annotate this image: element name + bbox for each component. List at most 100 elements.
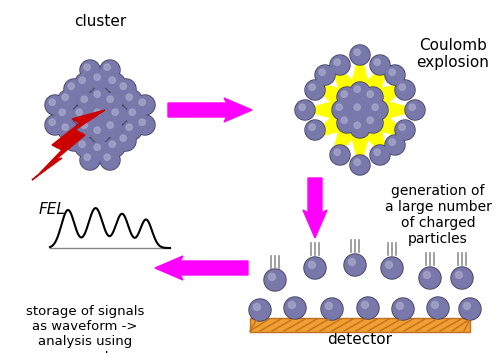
Text: storage of signals
as waveform ->
analysis using
a computer: storage of signals as waveform -> analys… — [26, 305, 144, 353]
Circle shape — [309, 84, 316, 90]
Circle shape — [81, 122, 87, 128]
Circle shape — [395, 120, 415, 140]
Circle shape — [94, 109, 100, 115]
FancyArrow shape — [168, 98, 252, 122]
Circle shape — [451, 267, 473, 289]
Circle shape — [354, 49, 360, 55]
Circle shape — [101, 151, 119, 169]
Circle shape — [371, 56, 389, 74]
Circle shape — [117, 80, 135, 98]
Circle shape — [396, 121, 414, 139]
Circle shape — [104, 93, 122, 111]
Circle shape — [305, 120, 325, 140]
Circle shape — [420, 268, 440, 288]
Circle shape — [91, 71, 109, 89]
Circle shape — [364, 114, 382, 132]
Circle shape — [284, 297, 306, 319]
Circle shape — [62, 94, 68, 100]
Circle shape — [332, 100, 352, 120]
Circle shape — [105, 137, 125, 157]
Circle shape — [371, 146, 389, 164]
Circle shape — [334, 59, 340, 65]
Circle shape — [139, 99, 145, 106]
Circle shape — [306, 121, 324, 139]
Circle shape — [367, 117, 374, 124]
Circle shape — [309, 124, 316, 130]
Circle shape — [90, 87, 110, 107]
Circle shape — [79, 77, 86, 83]
Circle shape — [45, 95, 65, 115]
Circle shape — [399, 84, 406, 90]
Circle shape — [135, 95, 155, 115]
Circle shape — [126, 124, 132, 130]
Circle shape — [116, 79, 136, 99]
Circle shape — [55, 105, 75, 125]
Polygon shape — [32, 110, 105, 180]
Circle shape — [381, 257, 403, 279]
Circle shape — [116, 131, 136, 151]
Circle shape — [106, 138, 124, 156]
Circle shape — [59, 109, 66, 115]
Circle shape — [107, 122, 114, 128]
Circle shape — [94, 91, 100, 97]
Circle shape — [125, 105, 145, 125]
Circle shape — [350, 155, 370, 175]
Circle shape — [337, 87, 357, 107]
Circle shape — [75, 137, 95, 157]
Circle shape — [333, 101, 351, 119]
Circle shape — [350, 82, 370, 102]
Circle shape — [464, 303, 470, 310]
Circle shape — [90, 123, 110, 143]
Circle shape — [91, 124, 109, 142]
Circle shape — [109, 106, 127, 124]
Circle shape — [367, 91, 374, 97]
Circle shape — [81, 151, 99, 169]
Circle shape — [316, 66, 334, 84]
Circle shape — [105, 73, 125, 93]
Circle shape — [100, 150, 120, 170]
Circle shape — [348, 258, 356, 265]
Circle shape — [363, 87, 383, 107]
Circle shape — [126, 106, 144, 124]
Circle shape — [459, 298, 481, 320]
Circle shape — [123, 121, 141, 139]
Circle shape — [76, 74, 94, 92]
Circle shape — [331, 56, 349, 74]
Circle shape — [72, 105, 92, 125]
Circle shape — [428, 298, 448, 318]
Circle shape — [78, 119, 96, 137]
Circle shape — [56, 106, 74, 124]
Circle shape — [405, 100, 425, 120]
Circle shape — [58, 120, 78, 140]
Text: detector: detector — [328, 333, 392, 347]
Circle shape — [94, 144, 100, 150]
Text: cluster: cluster — [74, 14, 126, 30]
Circle shape — [319, 69, 326, 76]
Circle shape — [295, 100, 315, 120]
Circle shape — [351, 156, 369, 174]
Circle shape — [374, 149, 380, 155]
Circle shape — [122, 90, 142, 110]
Circle shape — [351, 46, 369, 64]
Circle shape — [337, 113, 357, 133]
Circle shape — [368, 100, 388, 120]
Circle shape — [341, 117, 347, 124]
FancyArrow shape — [155, 256, 248, 280]
Circle shape — [345, 255, 365, 275]
Circle shape — [427, 297, 449, 319]
Circle shape — [49, 119, 56, 125]
Circle shape — [344, 254, 366, 276]
Circle shape — [49, 99, 56, 106]
Circle shape — [103, 118, 123, 138]
Circle shape — [358, 298, 378, 318]
Circle shape — [109, 77, 116, 83]
Circle shape — [351, 119, 369, 137]
Circle shape — [75, 73, 95, 93]
Circle shape — [305, 258, 325, 278]
Circle shape — [338, 114, 356, 132]
Circle shape — [59, 91, 77, 109]
Circle shape — [109, 141, 116, 148]
Circle shape — [386, 136, 404, 154]
Circle shape — [354, 104, 360, 110]
Circle shape — [76, 138, 94, 156]
